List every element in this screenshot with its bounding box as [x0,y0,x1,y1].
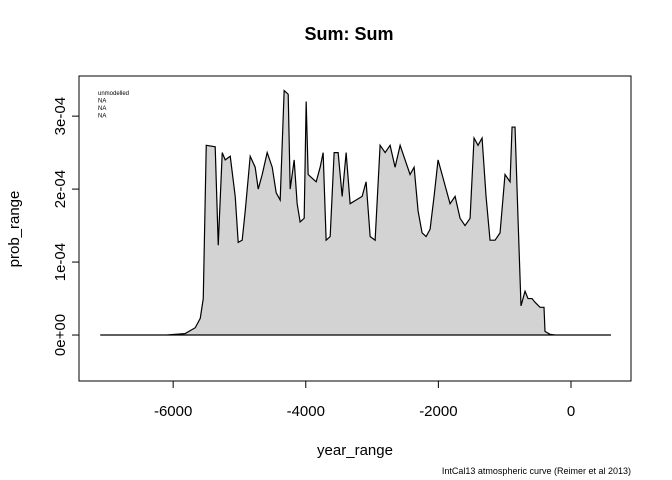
y-tick-label: 2e-04 [52,170,69,208]
legend-text: unmodelled [98,91,129,97]
x-tick-label: 0 [567,403,575,420]
x-tick-label: -6000 [154,403,192,420]
footnote: IntCal13 atmospheric curve (Reimer et al… [442,466,631,476]
x-axis-label: year_range [317,442,393,459]
x-tick-label: -2000 [419,403,457,420]
y-axis-label: prob_range [6,191,23,268]
y-tick-label: 1e-04 [52,243,69,281]
area [100,89,611,336]
legend-text: NA [98,106,106,112]
legend-text: NA [98,114,106,120]
legend-text: NA [98,99,106,105]
y-tick-label: 3e-04 [52,97,69,135]
y-tick-label: 0e+00 [52,314,69,356]
chart-title: Sum: Sum [304,24,393,44]
x-tick-label: -4000 [287,403,325,420]
